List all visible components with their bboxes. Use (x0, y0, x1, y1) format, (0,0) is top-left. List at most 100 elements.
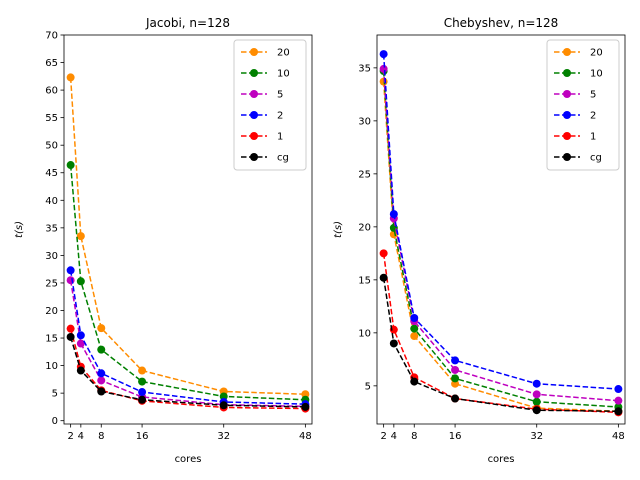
series-line-5 (69, 280, 306, 408)
y-tick-label: 15 (45, 334, 58, 345)
series-line-20 (69, 77, 306, 395)
data-point-5-8 (97, 376, 106, 385)
data-point-10-32 (219, 392, 228, 401)
series-line-2 (69, 270, 306, 405)
data-point-2-2 (66, 266, 75, 275)
x-tick-label: 32 (217, 431, 230, 442)
data-point-1-2 (66, 324, 75, 333)
y-tick-label: 20 (45, 306, 58, 317)
data-point-cg-48 (614, 407, 623, 416)
data-point-1-2 (379, 249, 388, 258)
data-point-cg-32 (532, 406, 541, 415)
data-point-2-8 (410, 314, 419, 323)
data-point-cg-32 (219, 401, 228, 410)
data-point-20-8 (97, 324, 106, 333)
legend-marker-10 (563, 69, 571, 77)
legend-marker-2 (563, 111, 571, 119)
legend-label-cg: cg (277, 153, 289, 164)
legend-label-2: 2 (590, 111, 596, 122)
legend-box (233, 39, 307, 171)
plot-area (66, 73, 310, 413)
data-point-10-32 (532, 397, 541, 406)
data-point-2-16 (451, 356, 460, 365)
y-tick-label: 10 (358, 328, 371, 339)
y-tick-label: 5 (52, 389, 58, 400)
y-axis-label: t(s) (333, 221, 344, 238)
x-tick-label: 16 (136, 431, 149, 442)
legend-marker-1 (563, 132, 571, 140)
y-tick-label: 55 (45, 113, 58, 124)
legend-marker-cg (250, 153, 258, 161)
axes-frame (376, 34, 626, 425)
x-tick-label: 4 (78, 431, 84, 442)
y-tick-label: 15 (358, 275, 371, 286)
data-point-10-4 (76, 277, 85, 286)
legend-label-20: 20 (277, 48, 290, 59)
x-tick-label: 2 (380, 431, 386, 442)
data-point-5-32 (532, 390, 541, 399)
series-line-10 (69, 164, 306, 401)
data-point-cg-48 (301, 402, 310, 411)
data-point-cg-4 (389, 339, 398, 348)
series-line-cg (69, 336, 306, 408)
legend-marker-10 (250, 69, 258, 77)
data-point-2-16 (138, 388, 147, 397)
data-point-2-4 (76, 331, 85, 340)
legend-label-10: 10 (590, 69, 603, 80)
y-tick-label: 5 (365, 381, 371, 392)
legend-marker-1 (250, 132, 258, 140)
legend-label-5: 5 (590, 90, 596, 101)
data-point-5-4 (76, 339, 85, 348)
y-tick-label: 50 (45, 141, 58, 152)
series-line-1 (69, 328, 306, 410)
data-point-10-16 (451, 374, 460, 383)
legend-box (546, 39, 620, 171)
data-point-cg-16 (138, 395, 147, 404)
data-point-10-8 (97, 345, 106, 354)
chart-panel-1: Jacobi, n=128051015202530354045505560657… (14, 16, 313, 465)
plot-area (379, 50, 623, 417)
data-point-cg-8 (410, 377, 419, 386)
data-point-20-16 (138, 366, 147, 375)
y-tick-label: 20 (358, 222, 371, 233)
y-tick-label: 70 (45, 31, 58, 42)
legend-label-cg: cg (590, 153, 602, 164)
y-tick-label: 65 (45, 58, 58, 69)
legend: 20 10 5 2 1 cg (233, 39, 307, 171)
chart-title: Jacobi, n=128 (145, 16, 230, 30)
data-point-10-16 (138, 377, 147, 386)
legend-label-10: 10 (277, 69, 290, 80)
y-tick-label: 45 (45, 168, 58, 179)
data-point-2-4 (389, 210, 398, 219)
legend-marker-5 (563, 90, 571, 98)
legend-marker-5 (250, 90, 258, 98)
x-tick-label: 2 (67, 431, 73, 442)
x-axis-label: cores (488, 454, 515, 465)
legend-marker-20 (563, 48, 571, 56)
data-point-20-8 (410, 332, 419, 341)
data-point-20-48 (301, 390, 310, 399)
data-point-5-2 (379, 64, 388, 73)
data-point-20-2 (66, 73, 75, 82)
legend-label-1: 1 (590, 132, 596, 143)
data-point-cg-4 (76, 366, 85, 375)
data-point-2-2 (379, 50, 388, 59)
x-tick-label: 16 (449, 431, 462, 442)
legend-label-5: 5 (277, 90, 283, 101)
legend-marker-20 (250, 48, 258, 56)
x-tick-label: 8 (411, 431, 417, 442)
y-tick-label: 0 (52, 416, 58, 427)
y-tick-label: 25 (45, 278, 58, 289)
data-point-20-4 (76, 232, 85, 241)
data-point-cg-2 (379, 273, 388, 282)
x-tick-label: 32 (530, 431, 543, 442)
x-tick-label: 48 (299, 431, 312, 442)
chart-title: Chebyshev, n=128 (444, 16, 559, 30)
x-tick-label: 48 (612, 431, 625, 442)
y-tick-label: 30 (45, 251, 58, 262)
axes-frame (63, 34, 313, 425)
legend-marker-2 (250, 111, 258, 119)
data-point-2-48 (614, 385, 623, 394)
